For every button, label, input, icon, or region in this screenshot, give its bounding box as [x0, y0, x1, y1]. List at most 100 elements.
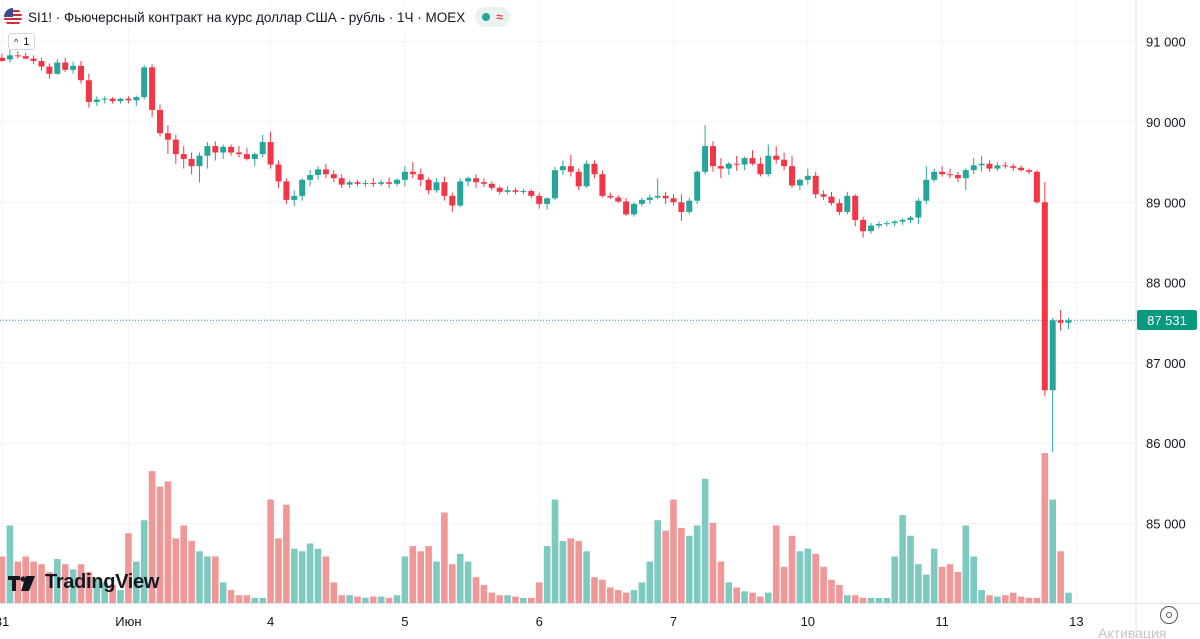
- volume-bar: [180, 525, 187, 603]
- volume-bar: [986, 595, 993, 603]
- volume-bar: [733, 587, 740, 603]
- volume-bar: [757, 596, 764, 603]
- candle-body: [54, 62, 61, 74]
- market-status-badge[interactable]: ≈: [475, 7, 510, 27]
- candle-body: [425, 179, 432, 191]
- volume-bar: [915, 564, 922, 603]
- candle-body: [267, 142, 274, 165]
- volume-bar: [330, 582, 338, 603]
- candle-body: [164, 133, 171, 140]
- volume-bar: [1049, 499, 1056, 603]
- candle-body: [725, 163, 732, 169]
- candle-body: [954, 174, 961, 179]
- candle-body: [702, 146, 709, 172]
- volume-bar: [836, 584, 843, 603]
- candle-body: [994, 165, 1001, 169]
- candle-body: [717, 166, 724, 169]
- indicators-collapse-button[interactable]: ^ 1: [8, 33, 36, 50]
- volume-bar: [362, 597, 369, 603]
- candle-body: [923, 179, 930, 201]
- chevron-up-icon: ^: [14, 36, 19, 47]
- candle-body: [662, 195, 669, 199]
- candle-body: [520, 191, 527, 193]
- y-tick-label: 85 000: [1146, 517, 1186, 532]
- volume-bar: [148, 471, 156, 603]
- volume-bar: [46, 571, 53, 603]
- candle-body: [812, 175, 819, 195]
- volume-bar: [377, 596, 385, 603]
- volume-bar: [504, 595, 511, 603]
- candle-body: [710, 146, 716, 167]
- volume-bar: [749, 592, 756, 603]
- volume-bar: [583, 551, 590, 603]
- volume-bar: [844, 595, 851, 603]
- y-tick-label: 86 000: [1146, 436, 1186, 451]
- volume-bar: [851, 595, 859, 603]
- volume-bar: [788, 535, 796, 603]
- volume-bar: [607, 587, 614, 603]
- x-tick-label: 5: [401, 614, 408, 629]
- candle-body: [473, 178, 479, 183]
- volume-bar: [796, 551, 804, 603]
- candle-body: [670, 198, 677, 203]
- volume-bar: [417, 551, 424, 603]
- volume-bar: [338, 595, 345, 603]
- candle-body: [378, 182, 385, 184]
- candle-body: [338, 178, 345, 185]
- volume-bar: [393, 595, 401, 603]
- volume-bar: [283, 504, 290, 603]
- x-tick-label: 7: [670, 614, 677, 629]
- candle-body: [251, 154, 258, 159]
- volume-bar: [567, 538, 575, 603]
- candle-body: [465, 178, 472, 182]
- activation-watermark: Активация: [1098, 625, 1167, 639]
- tradingview-logo-icon: [8, 575, 35, 591]
- candle-body: [875, 223, 882, 226]
- volume-bar: [780, 566, 788, 603]
- indicator-count: 1: [23, 35, 30, 48]
- symbol-title[interactable]: SI1! · Фьючерсный контракт на курс долла…: [28, 9, 466, 25]
- volume-bar: [867, 597, 875, 603]
- candle-body: [93, 99, 100, 102]
- volume-bar: [6, 525, 14, 603]
- candle-body: [480, 182, 487, 184]
- volume-bar: [370, 596, 377, 603]
- candle-body: [101, 98, 108, 100]
- candle-body: [599, 174, 606, 196]
- volume-bar: [298, 551, 306, 603]
- candle-body: [85, 80, 92, 102]
- candle-body: [552, 170, 558, 199]
- candle-body: [804, 175, 811, 180]
- volume-bar: [354, 596, 361, 603]
- candle-body: [70, 65, 77, 70]
- volume-bar: [196, 551, 203, 603]
- volume-bar: [820, 566, 827, 603]
- candle-body: [978, 163, 985, 166]
- candle-body: [646, 197, 653, 200]
- volume-bar: [551, 499, 559, 603]
- volume-bar: [93, 579, 101, 603]
- candle-body: [46, 66, 53, 74]
- volume-bar: [859, 597, 867, 603]
- volume-bar: [962, 525, 970, 603]
- volume-bar: [69, 569, 77, 603]
- candle-body: [962, 170, 969, 179]
- candle-body: [575, 171, 582, 187]
- candle-body: [678, 202, 685, 212]
- volume-bar: [172, 538, 180, 603]
- candle-body: [1002, 165, 1009, 167]
- y-tick-label: 87 000: [1146, 356, 1186, 371]
- candle-body: [796, 179, 803, 186]
- last-price-label: 87 531: [1137, 310, 1197, 330]
- candle-body: [299, 179, 306, 196]
- candle-body: [899, 219, 906, 222]
- tradingview-logo[interactable]: TradingView: [8, 571, 159, 594]
- chart-settings-icon[interactable]: [1160, 606, 1178, 624]
- x-tick-label: 6: [536, 614, 543, 629]
- volume-bar: [14, 561, 22, 603]
- candle-body: [1041, 202, 1048, 391]
- volume-bar: [1009, 592, 1017, 603]
- volume-bar: [306, 543, 314, 603]
- volume-bar: [109, 584, 116, 603]
